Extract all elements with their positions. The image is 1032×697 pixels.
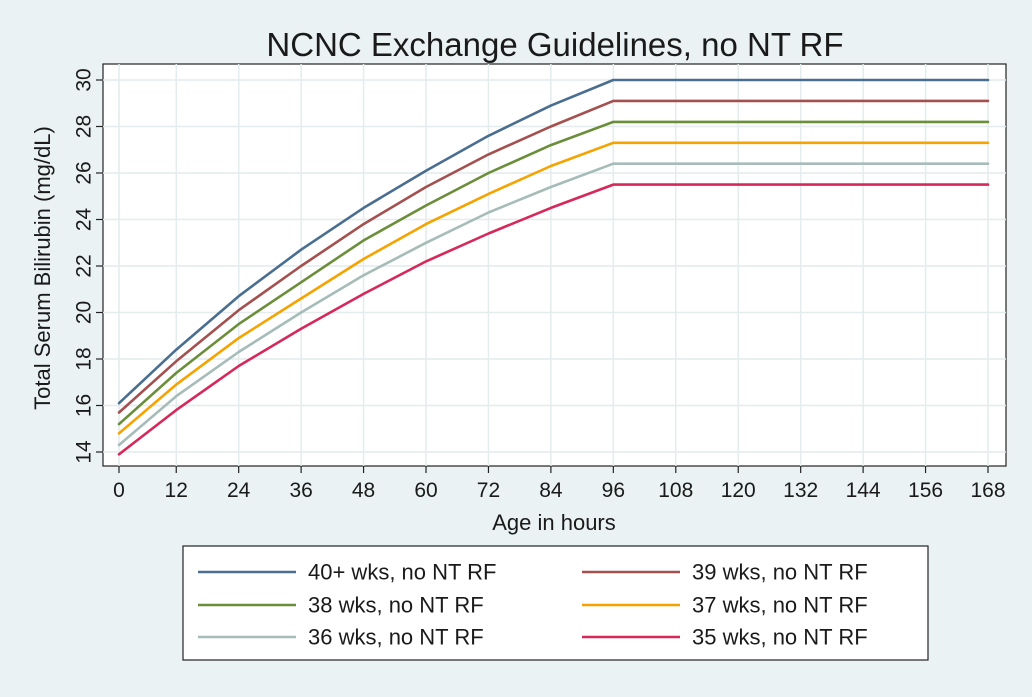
x-tick-label: 120 bbox=[721, 479, 756, 502]
chart-title: NCNC Exchange Guidelines, no NT RF bbox=[266, 26, 843, 63]
legend-label: 40+ wks, no NT RF bbox=[308, 560, 497, 585]
series-line-1 bbox=[117, 78, 990, 405]
y-axis-label: Total Serum Bilirubin (mg/dL) bbox=[30, 126, 55, 410]
y-tick-label: 16 bbox=[72, 394, 95, 417]
x-axis: 0 12 24 36 48 60 72 84 96 108 120 132 144 156 168 bbox=[113, 466, 1006, 502]
x-tick-label: 24 bbox=[227, 479, 251, 502]
x-tick-label: 72 bbox=[477, 479, 500, 502]
x-tick-label: 12 bbox=[165, 479, 188, 502]
x-tick-label: 156 bbox=[908, 479, 943, 502]
legend-label: 35 wks, no NT RF bbox=[692, 625, 868, 650]
legend bbox=[182, 545, 929, 661]
x-tick-label: 144 bbox=[846, 479, 881, 502]
y-tick-label: 26 bbox=[72, 161, 95, 184]
x-tick-label: 60 bbox=[414, 479, 437, 502]
series-line-4 bbox=[117, 141, 990, 435]
series-line-2 bbox=[117, 99, 990, 414]
y-tick-label: 30 bbox=[72, 68, 95, 91]
x-tick-label: 168 bbox=[970, 479, 1005, 502]
grid-layer bbox=[103, 64, 1006, 466]
x-axis-label: Age in hours bbox=[492, 510, 616, 535]
legend-label: 38 wks, no NT RF bbox=[308, 593, 484, 618]
x-tick-label: 0 bbox=[113, 479, 125, 502]
series-layer bbox=[117, 78, 990, 456]
series-line-3 bbox=[117, 120, 990, 426]
x-tick-label: 48 bbox=[352, 479, 375, 502]
y-axis: 14 16 18 20 22 24 26 28 30 bbox=[72, 68, 103, 464]
legend-label: 36 wks, no NT RF bbox=[308, 625, 484, 650]
plot-background bbox=[102, 63, 1007, 467]
legend-label: 37 wks, no NT RF bbox=[692, 593, 868, 618]
y-tick-label: 14 bbox=[72, 440, 95, 464]
series-line-6 bbox=[117, 183, 990, 456]
y-tick-label: 22 bbox=[72, 254, 95, 277]
y-tick-label: 18 bbox=[72, 347, 95, 370]
series-line-5 bbox=[117, 162, 990, 447]
x-tick-label: 96 bbox=[602, 479, 625, 502]
x-tick-label: 36 bbox=[289, 479, 312, 502]
y-tick-label: 20 bbox=[72, 301, 95, 324]
x-tick-label: 108 bbox=[658, 479, 693, 502]
legend-label: 39 wks, no NT RF bbox=[692, 560, 868, 585]
x-tick-label: 132 bbox=[783, 479, 818, 502]
legend-items: 40+ wks, no NT RF 39 wks, no NT RF 38 wks,… bbox=[198, 560, 868, 650]
y-tick-label: 28 bbox=[72, 115, 95, 138]
y-tick-label: 24 bbox=[72, 208, 95, 232]
x-tick-label: 84 bbox=[539, 479, 563, 502]
